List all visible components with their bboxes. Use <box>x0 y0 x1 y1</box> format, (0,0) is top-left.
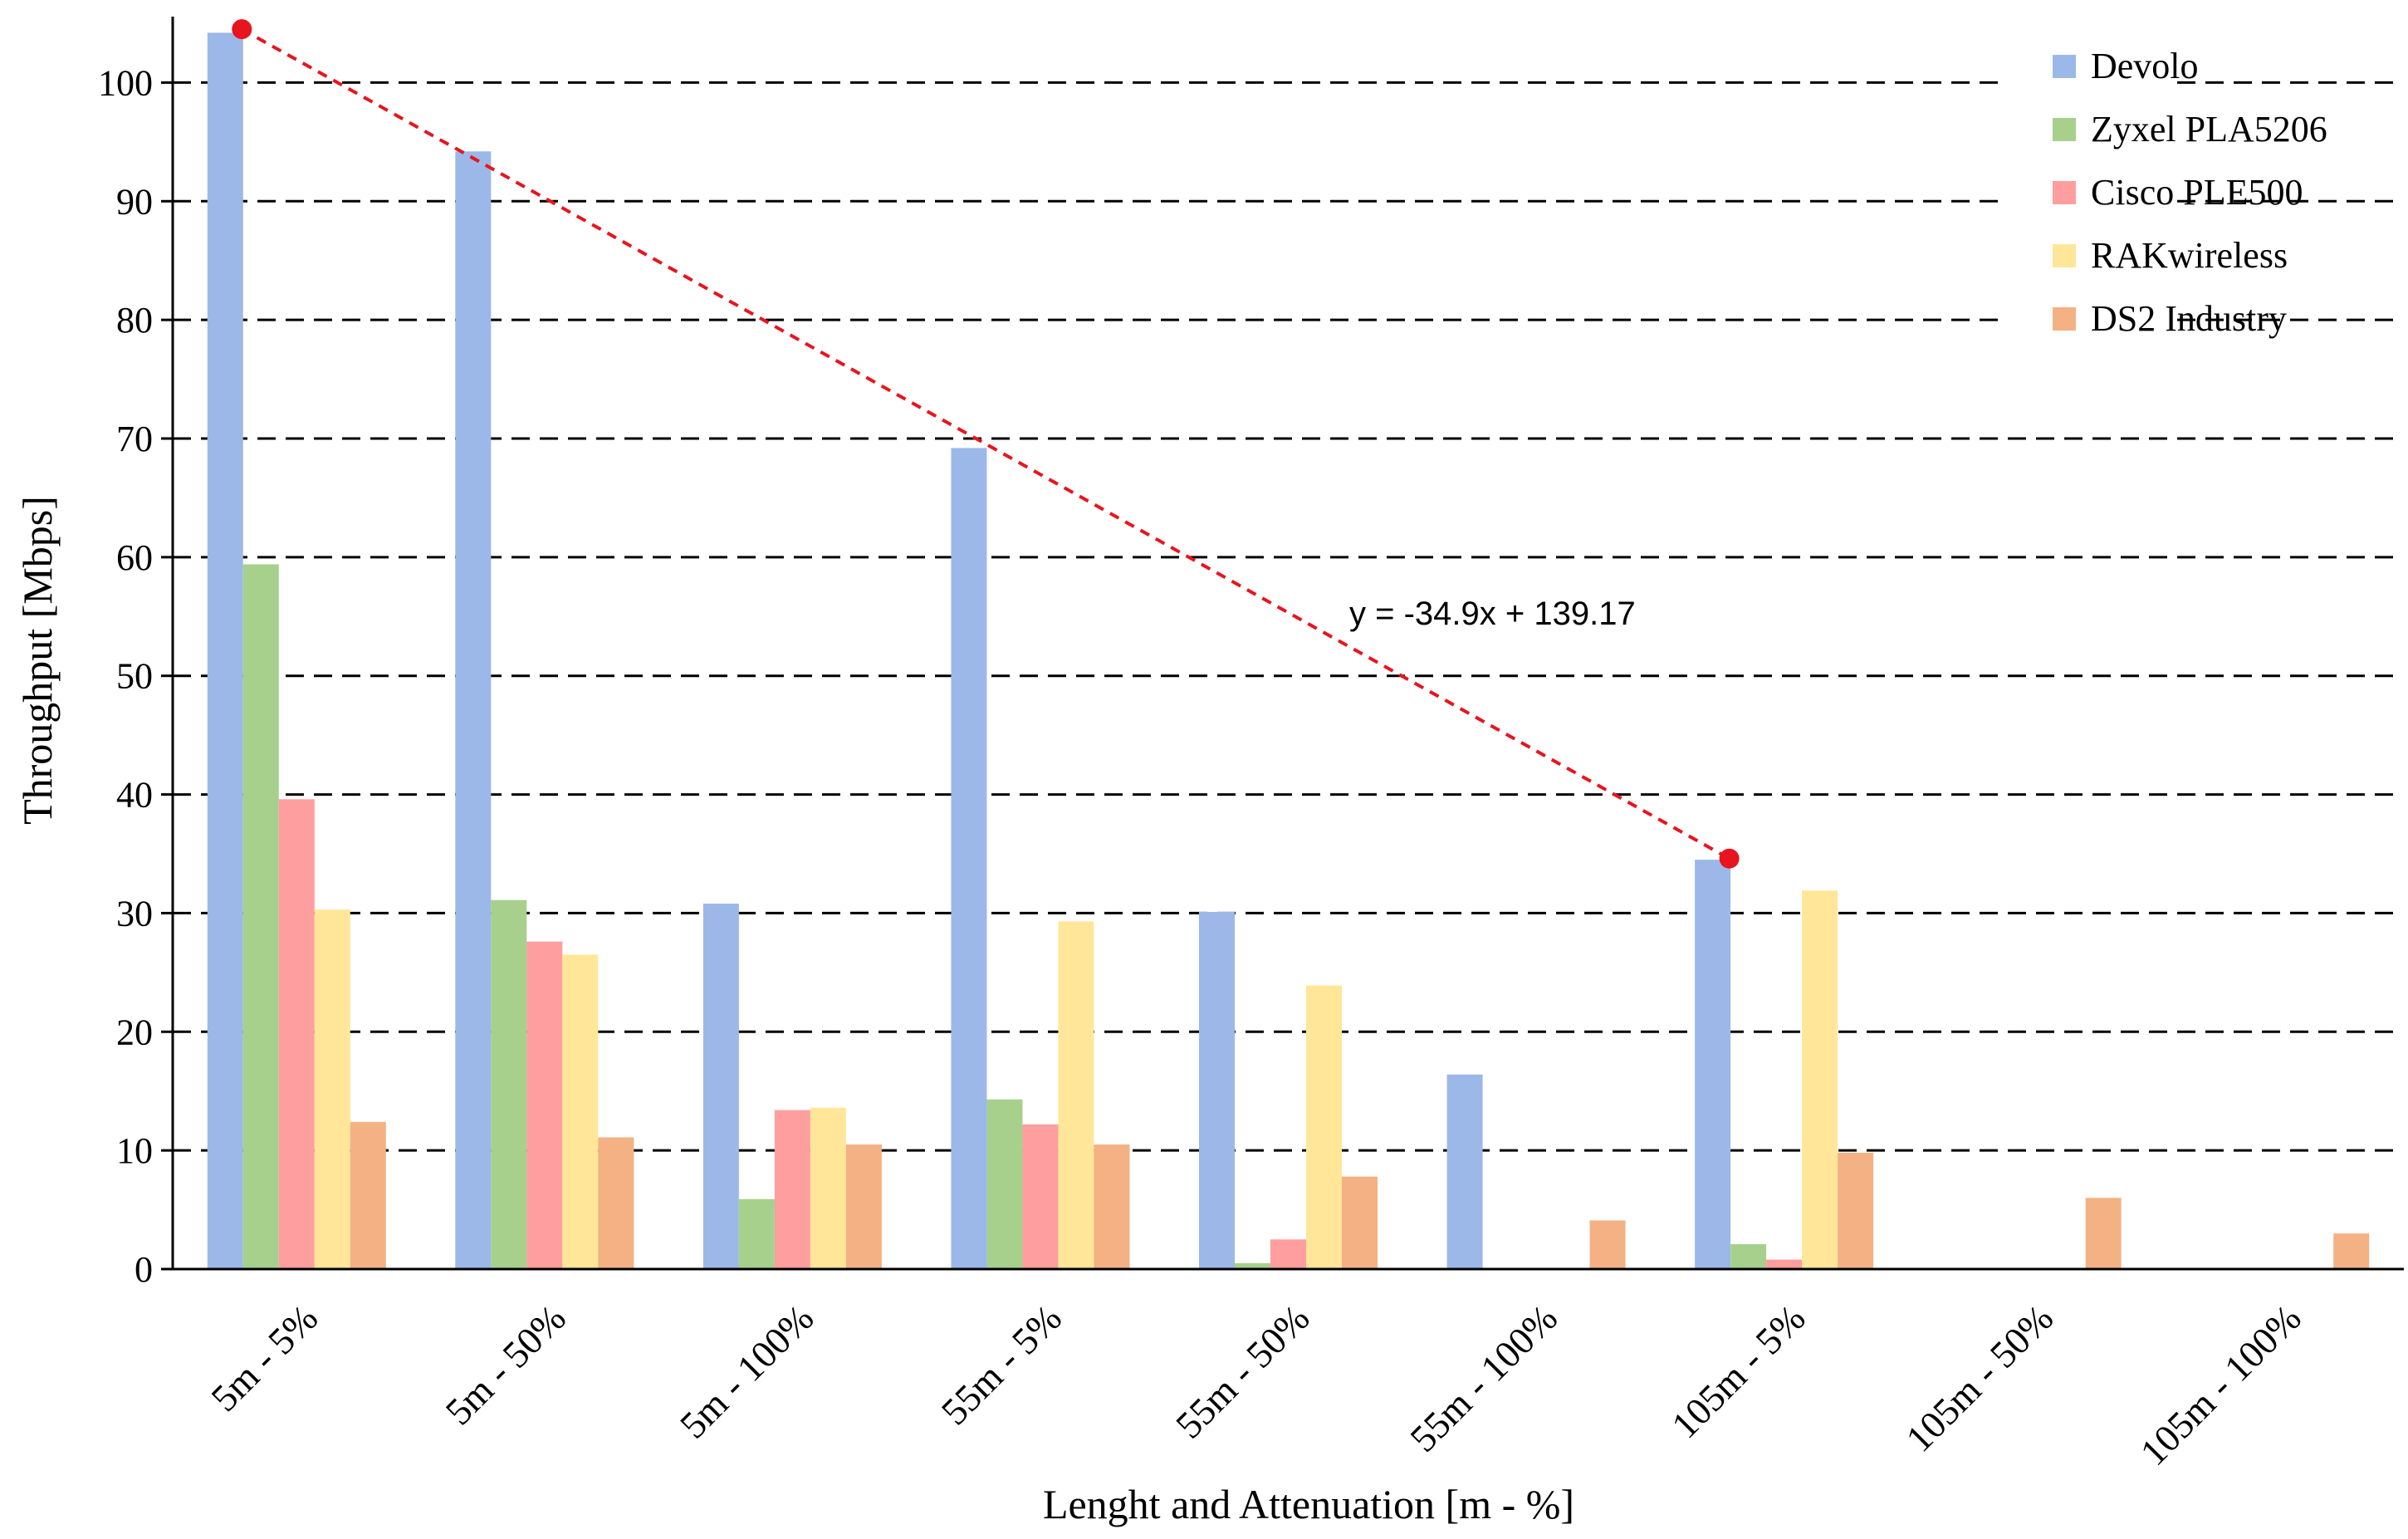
bar <box>314 909 350 1269</box>
legend-swatch <box>2053 118 2076 141</box>
x-tick-label: 55m - 50% <box>1167 1296 1318 1447</box>
y-tick-label: 60 <box>116 537 153 578</box>
bar <box>1766 1259 1803 1269</box>
bar <box>1058 921 1094 1269</box>
bar <box>278 799 315 1269</box>
y-tick-label: 80 <box>116 300 153 341</box>
bar <box>455 151 492 1269</box>
bar <box>1838 1153 1874 1269</box>
legend-label: DS2 Industry <box>2091 298 2287 339</box>
bar <box>1695 860 1731 1269</box>
bar <box>986 1099 1023 1269</box>
trendline-equation: y = -34.9x + 139.17 <box>1349 596 1636 632</box>
bar <box>1199 912 1235 1269</box>
trendline-end-point <box>1719 848 1740 869</box>
x-tick-label: 55m - 5% <box>933 1296 1069 1433</box>
y-tick-label: 40 <box>116 775 153 816</box>
bar <box>774 1110 810 1269</box>
bar <box>951 448 987 1269</box>
bar <box>242 564 279 1269</box>
bar <box>598 1137 634 1269</box>
legend-label: Zyxel PLA5206 <box>2091 109 2327 149</box>
trendline: y = -34.9x + 139.17 <box>232 19 1740 869</box>
y-tick-label: 30 <box>116 893 153 934</box>
x-tick-label: 105m - 100% <box>2132 1296 2309 1473</box>
y-tick-label: 0 <box>135 1249 153 1290</box>
legend: Devolo Zyxel PLA5206 Cisco PLE500 RAKwirele… <box>1999 35 2327 350</box>
y-tick-label: 10 <box>116 1130 153 1171</box>
bar <box>562 954 599 1269</box>
bar <box>1802 890 1838 1269</box>
x-axis-title: Lenght and Attenuation [m - %] <box>1043 1481 1574 1527</box>
bar <box>2085 1198 2122 1269</box>
x-tick-label: 105m - 50% <box>1897 1296 2061 1460</box>
x-tick-label: 55m - 100% <box>1402 1296 1565 1460</box>
legend-swatch <box>2053 55 2076 78</box>
bar <box>1446 1074 1483 1269</box>
bar <box>526 941 563 1269</box>
bar <box>1094 1144 1130 1269</box>
bar <box>1022 1124 1059 1269</box>
y-tick-label: 70 <box>116 419 153 459</box>
y-axis-title: Throughput [Mbps] <box>14 496 61 825</box>
legend-swatch <box>2053 181 2076 204</box>
bar <box>845 1144 882 1269</box>
x-tick-label: 105m - 5% <box>1663 1296 1813 1447</box>
bar <box>1589 1220 1626 1269</box>
x-tick-label: 5m - 100% <box>672 1296 822 1447</box>
bar <box>350 1121 386 1269</box>
bar <box>2333 1233 2370 1269</box>
y-tick-label: 100 <box>98 62 153 103</box>
legend-label: Devolo <box>2091 46 2199 86</box>
bar <box>1235 1262 1270 1269</box>
bar <box>1306 985 1342 1269</box>
bar <box>738 1198 775 1269</box>
y-tick-label: 90 <box>116 181 153 222</box>
legend-label: RAKwireless <box>2091 235 2288 276</box>
x-tick-label: 5m - 50% <box>438 1296 574 1433</box>
legend-swatch <box>2053 244 2076 267</box>
legend-background <box>1999 35 2174 350</box>
bar <box>1270 1239 1306 1269</box>
legend-swatch <box>2053 307 2076 331</box>
grid-lines <box>173 81 2400 1152</box>
bar <box>207 32 243 1269</box>
trendline-start-point <box>232 19 252 40</box>
bar <box>1342 1176 1378 1269</box>
bar <box>491 899 527 1269</box>
legend-label: Cisco PLE500 <box>2091 172 2303 213</box>
y-tick-label: 20 <box>116 1012 153 1052</box>
bar <box>702 904 739 1269</box>
x-tick-label: 5m - 5% <box>203 1296 325 1419</box>
bar <box>810 1107 846 1269</box>
trendline-line <box>241 27 1730 860</box>
bars <box>207 32 2370 1269</box>
y-tick-label: 50 <box>116 656 153 697</box>
bar <box>1730 1244 1767 1269</box>
